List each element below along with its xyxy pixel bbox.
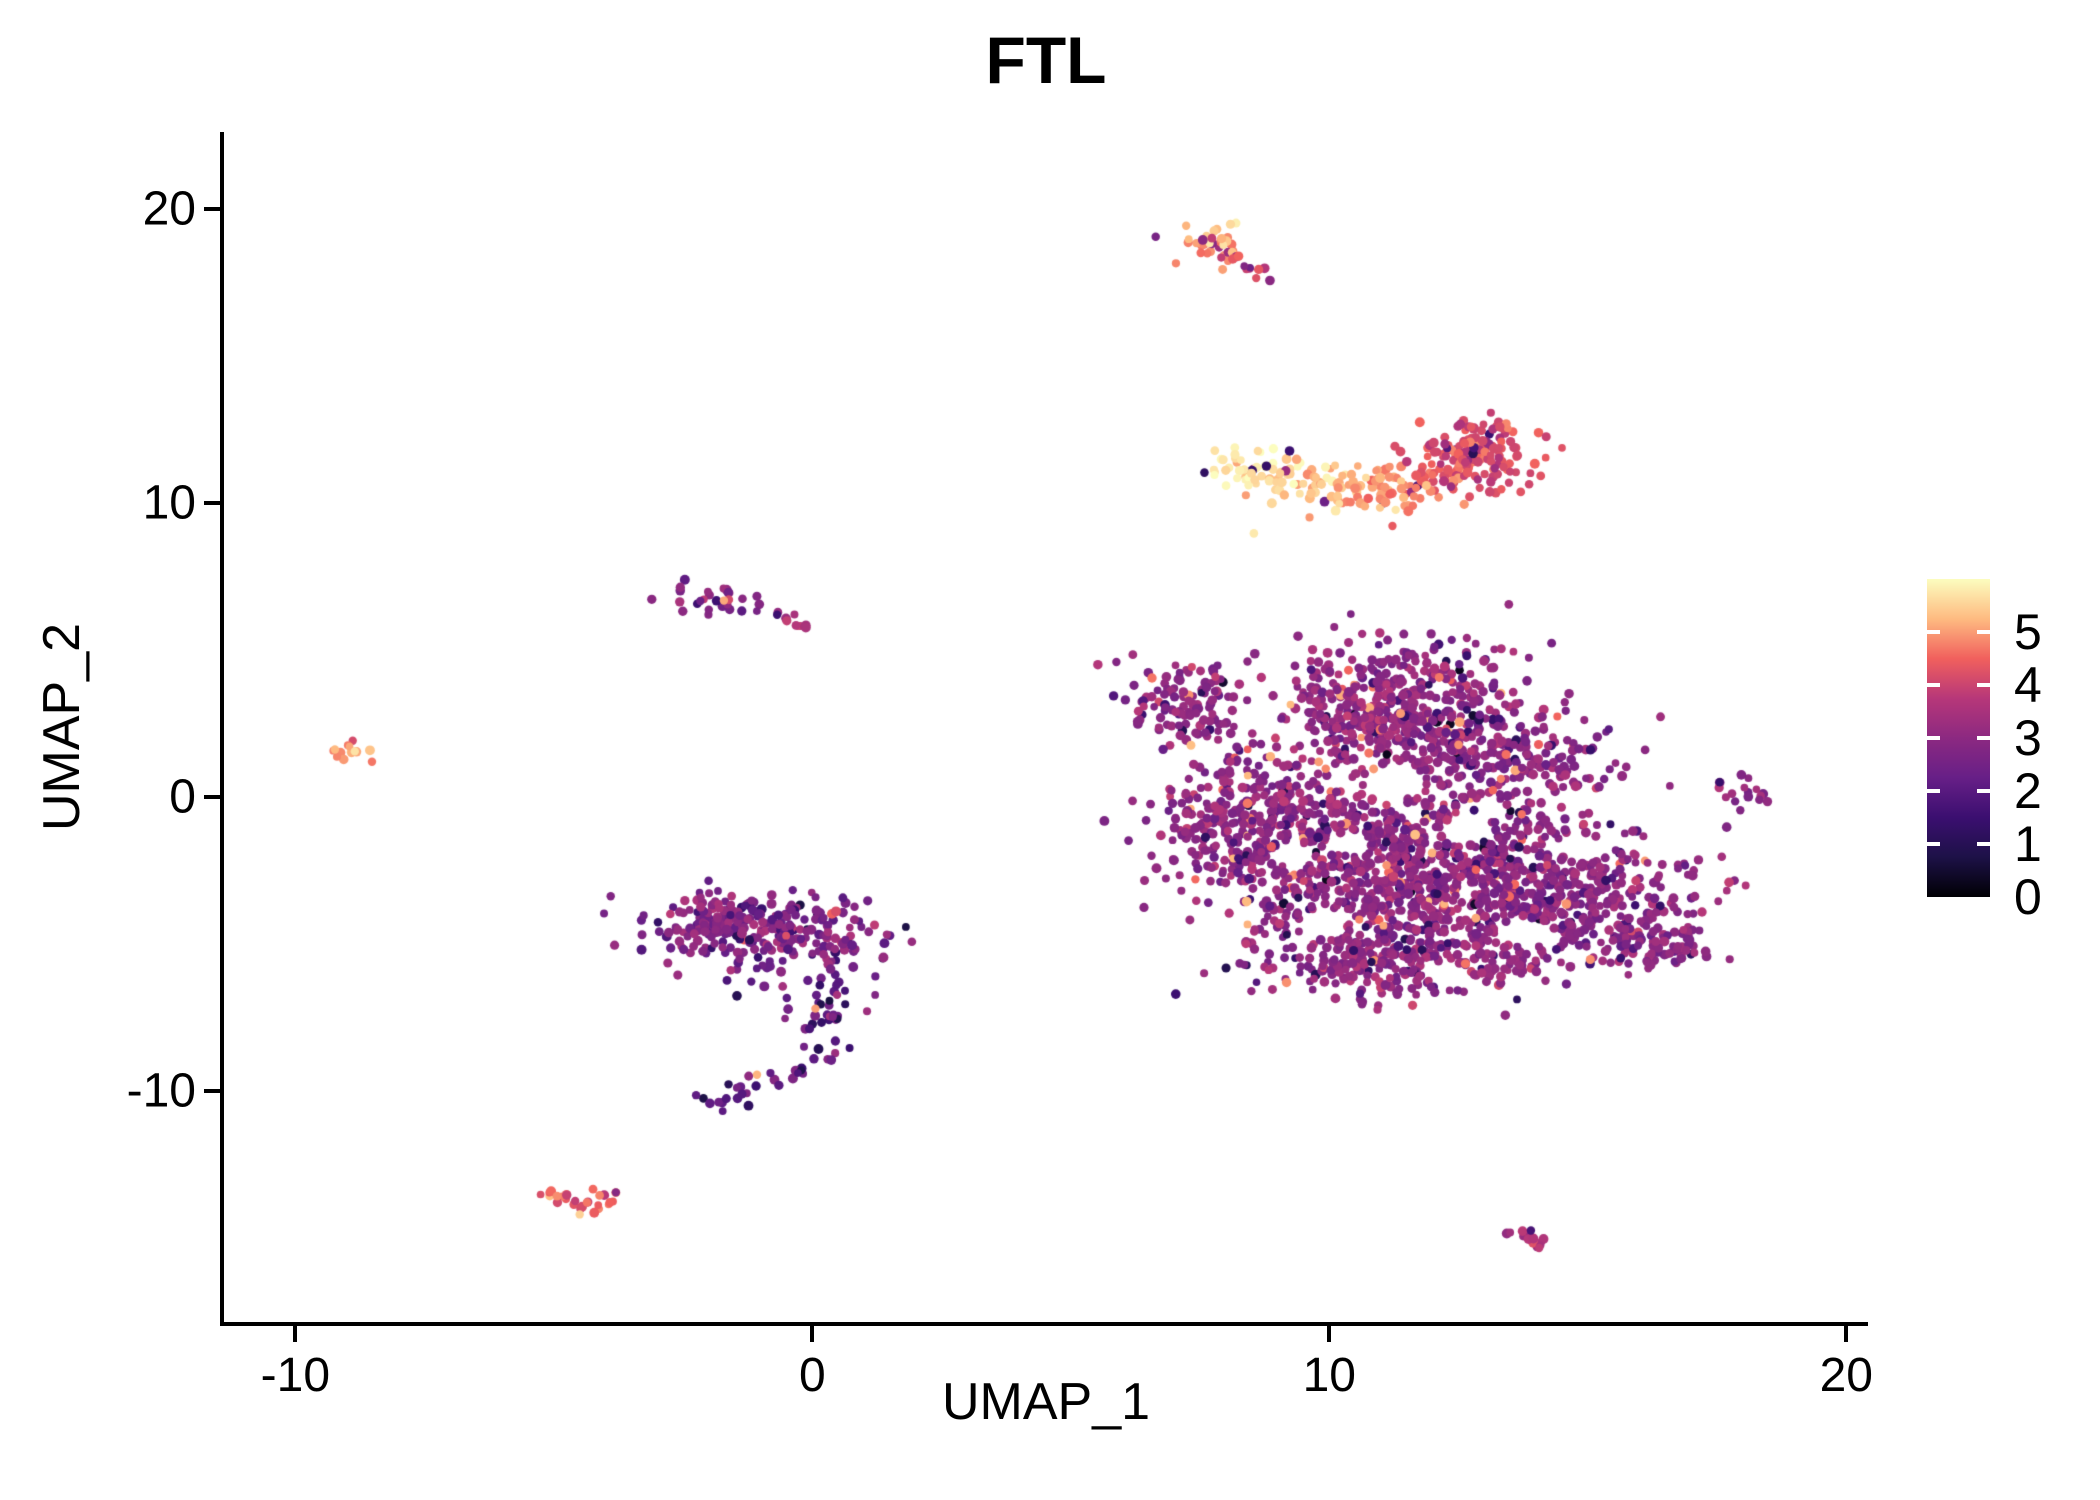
y-tick-mark bbox=[204, 207, 220, 212]
colorbar-tick-mark bbox=[1927, 630, 1940, 634]
x-tick-mark bbox=[1844, 1326, 1849, 1342]
y-tick-label: 20 bbox=[142, 182, 196, 236]
x-tick-label: -10 bbox=[260, 1349, 331, 1402]
y-tick-mark bbox=[204, 794, 220, 799]
y-tick-label: 0 bbox=[169, 770, 196, 824]
y-tick-label: 10 bbox=[142, 476, 196, 530]
colorbar-tick-mark bbox=[1977, 789, 1990, 793]
x-tick-label: 0 bbox=[798, 1349, 826, 1402]
y-tick-mark bbox=[204, 1088, 220, 1093]
colorbar-tick-label: 5 bbox=[2014, 604, 2042, 660]
colorbar-tick-label: 0 bbox=[2014, 869, 2042, 925]
colorbar-tick-mark bbox=[1927, 683, 1940, 687]
colorbar-tick-label: 3 bbox=[2014, 710, 2042, 766]
colorbar-tick-mark bbox=[1927, 789, 1940, 793]
colorbar-tick-mark bbox=[1977, 842, 1990, 846]
colorbar-gradient bbox=[1927, 579, 1990, 897]
colorbar-tick-label: 1 bbox=[2014, 816, 2042, 872]
y-tick-mark bbox=[204, 500, 220, 505]
x-axis-title: UMAP_1 bbox=[941, 1373, 1151, 1431]
colorbar-tick-mark bbox=[1927, 842, 1940, 846]
colorbar-tick-mark bbox=[1977, 683, 1990, 687]
x-tick-mark bbox=[1327, 1326, 1332, 1342]
y-axis-line bbox=[220, 132, 224, 1326]
colorbar-tick-label: 4 bbox=[2014, 657, 2042, 713]
x-tick-mark bbox=[810, 1326, 815, 1342]
x-tick-label: 20 bbox=[1819, 1349, 1873, 1402]
plot-title: FTL bbox=[985, 23, 1107, 97]
colorbar-tick-mark bbox=[1977, 630, 1990, 634]
y-tick-label: -10 bbox=[126, 1064, 196, 1118]
colorbar-tick-mark bbox=[1977, 736, 1990, 740]
x-tick-mark bbox=[293, 1326, 298, 1342]
x-axis-line bbox=[220, 1322, 1868, 1326]
colorbar-tick-label: 2 bbox=[2014, 763, 2042, 819]
x-tick-label: 10 bbox=[1302, 1349, 1356, 1402]
colorbar-tick-mark bbox=[1927, 736, 1940, 740]
